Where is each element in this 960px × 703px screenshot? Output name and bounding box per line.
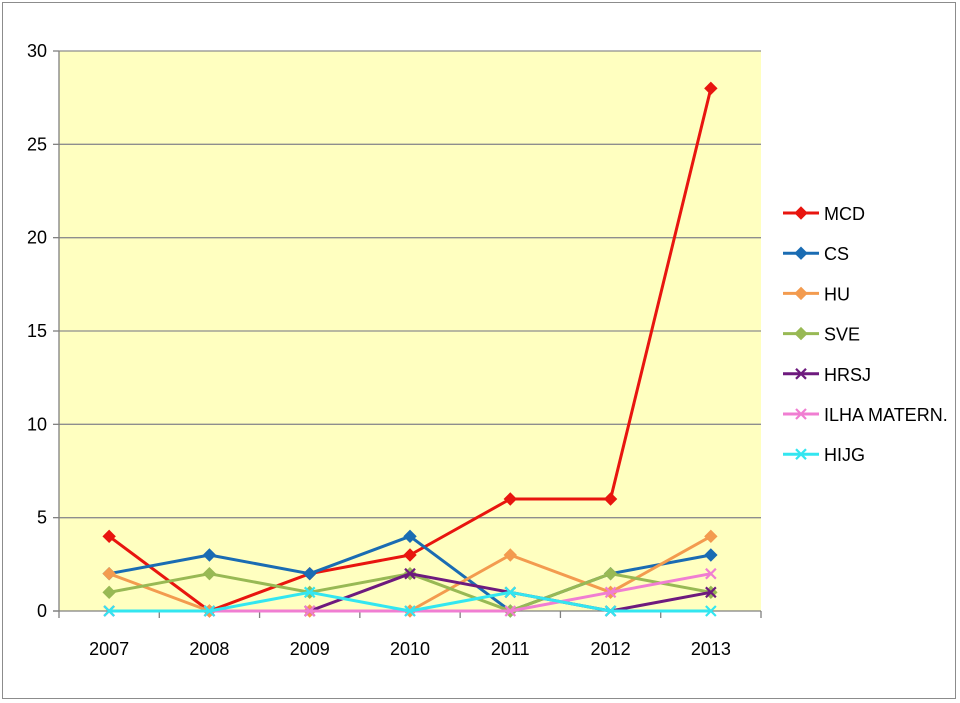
x-tick-label: 2009: [290, 639, 330, 659]
data-point-hijg-stroke: [504, 586, 517, 599]
data-point-hijg-stroke: [705, 605, 717, 617]
legend-swatch-marker: [794, 286, 808, 301]
data-point-hrsj-stroke: [705, 586, 717, 599]
y-tick-label: 25: [27, 134, 47, 154]
data-point-mcd: [403, 548, 417, 562]
legend-item-hrsj: HRSJ: [783, 365, 871, 385]
data-point-cs: [403, 529, 417, 544]
y-tick-label: 0: [37, 601, 47, 621]
data-point-hu: [704, 529, 718, 544]
y-tick-label: 10: [27, 414, 47, 434]
data-point-hijg: [504, 586, 517, 599]
data-point-mcd: [704, 81, 718, 96]
y-tick-label: 20: [27, 228, 47, 248]
legend-label: CS: [824, 244, 849, 264]
legend-item-cs: CS: [783, 244, 849, 264]
series-hijg: [103, 586, 717, 617]
y-tick-label: 5: [37, 508, 47, 528]
data-point-ilha-matern-stroke: [604, 586, 617, 599]
data-point-hrsj: [404, 567, 416, 580]
data-point-mcd: [603, 492, 618, 506]
data-point-mcd: [503, 492, 517, 506]
legend-label: HU: [824, 284, 850, 304]
x-tick-label: 2011: [491, 639, 530, 659]
data-point-mcd: [102, 529, 116, 544]
legend-swatch-marker: [794, 326, 808, 341]
legend: MCD CS HU SVE HRSJ ILHA MATERN. HIJG: [783, 204, 948, 465]
legend-label: HRSJ: [824, 365, 871, 385]
legend-label: HIJG: [824, 445, 865, 465]
data-point-hijg-stroke: [404, 605, 416, 617]
legend-item-hu: HU: [783, 284, 850, 304]
legend-item-ilha-matern: ILHA MATERN.: [783, 405, 948, 425]
y-tick-label: 30: [27, 41, 47, 61]
data-point-hijg-stroke: [604, 605, 617, 617]
legend-label: SVE: [824, 325, 860, 345]
data-point-sve: [202, 566, 217, 581]
data-point-cs: [704, 548, 718, 562]
legend-swatch-marker: [794, 246, 808, 260]
y-tick-label: 15: [27, 321, 47, 341]
data-point-hijg: [604, 605, 617, 617]
legend-swatch-marker-stroke: [795, 408, 807, 420]
data-point-cs: [303, 566, 317, 581]
x-tick-label: 2012: [591, 639, 631, 659]
data-point-ilha-matern-stroke: [504, 605, 517, 617]
data-point-sve: [102, 585, 116, 600]
data-point-hu: [503, 548, 517, 562]
legend-swatch-marker: [794, 206, 808, 220]
x-tick-label: 2013: [691, 639, 731, 659]
data-point-hijg-stroke: [103, 605, 115, 617]
data-point-cs: [202, 548, 217, 562]
legend-label: ILHA MATERN.: [824, 405, 948, 425]
data-point-hijg: [103, 605, 115, 617]
legend-swatch-marker: [795, 368, 807, 380]
data-point-ilha-matern-stroke: [303, 605, 316, 617]
data-point-ilha-matern: [604, 586, 617, 599]
data-point-hijg: [705, 605, 717, 617]
legend-swatch-marker-stroke: [795, 368, 807, 380]
x-tick-label: 2007: [89, 639, 129, 659]
legend-swatch-marker-stroke: [795, 448, 807, 460]
line-chart: 0 5 10 15 20 25 30 2007 2008 2009 2010 2011 2012 2013…: [27, 41, 948, 659]
legend-item-mcd: MCD: [783, 204, 865, 224]
x-tick-label: 2010: [390, 639, 430, 659]
data-point-hijg-stroke: [203, 605, 216, 617]
data-point-hrsj-stroke: [404, 567, 416, 580]
data-point-ilha-matern: [504, 605, 517, 617]
data-point-hijg: [303, 586, 316, 599]
gridlines: [59, 50, 761, 519]
data-point-hijg: [404, 605, 416, 617]
series-lines: [102, 81, 718, 618]
legend-label: MCD: [824, 204, 865, 224]
x-tick-label: 2008: [189, 639, 229, 659]
legend-swatch-marker: [795, 448, 807, 460]
data-point-ilha-matern: [705, 567, 717, 580]
data-point-hijg-stroke: [303, 586, 316, 599]
legend-item-hijg: HIJG: [783, 445, 865, 465]
data-point-sve: [603, 566, 618, 581]
data-point-ilha-matern: [303, 605, 316, 617]
data-point-hrsj: [705, 586, 717, 599]
data-point-ilha-matern-stroke: [705, 567, 717, 580]
data-point-hu: [102, 566, 116, 581]
legend-swatch-marker: [795, 408, 807, 420]
legend-item-sve: SVE: [783, 325, 860, 345]
data-point-hijg: [203, 605, 216, 617]
